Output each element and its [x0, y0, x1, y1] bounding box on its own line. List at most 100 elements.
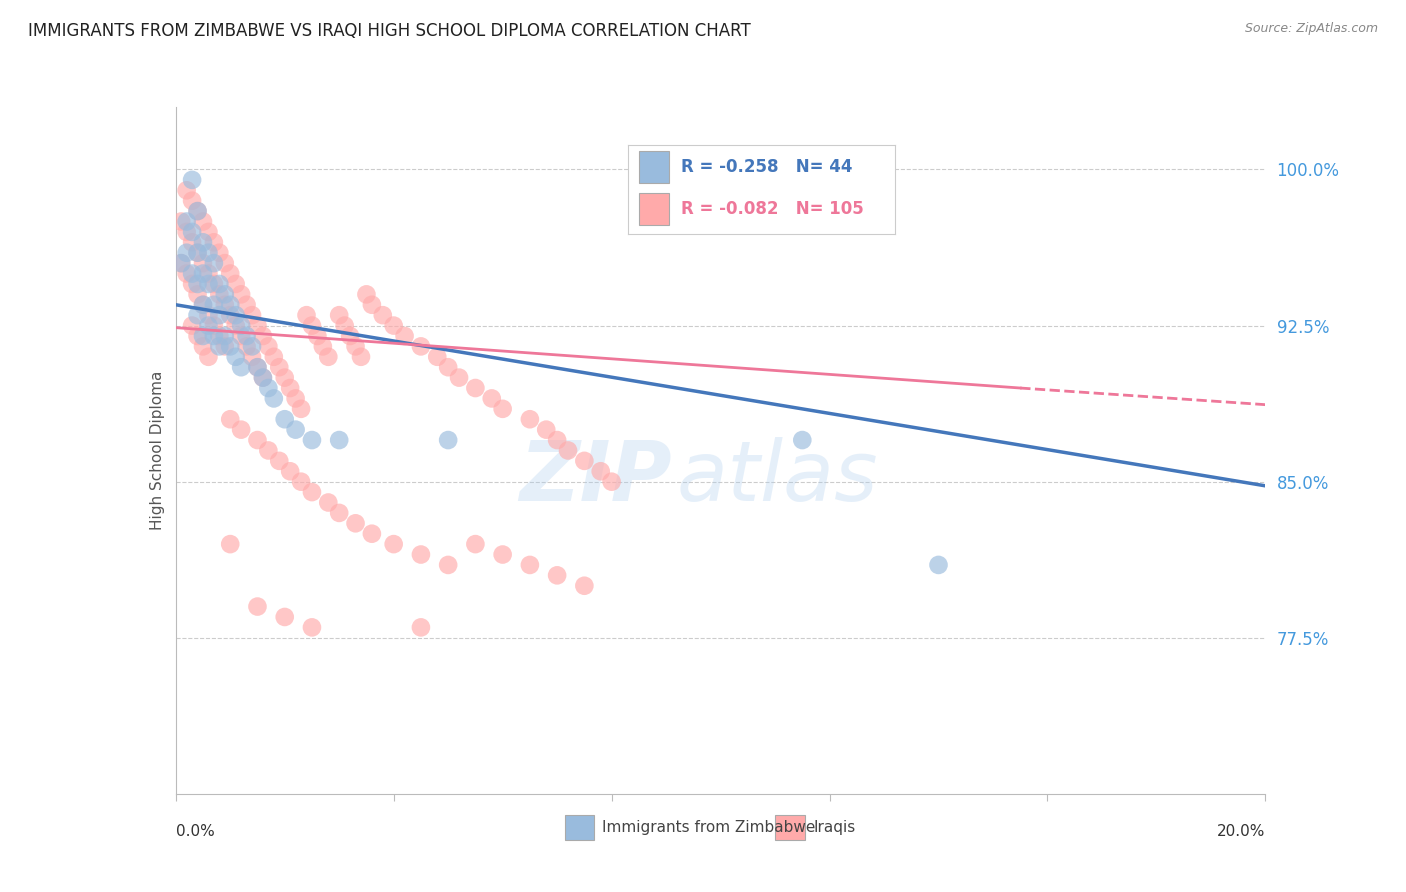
- Text: 20.0%: 20.0%: [1218, 824, 1265, 839]
- Point: [278, 381, 301, 395]
- Point: [208, 308, 231, 322]
- Point: [519, 412, 541, 426]
- Point: [339, 329, 361, 343]
- Point: [492, 548, 515, 562]
- Point: [231, 360, 253, 375]
- Point: [176, 214, 198, 228]
- Point: [202, 318, 225, 333]
- Point: [214, 256, 236, 270]
- Point: [301, 620, 323, 634]
- Point: [181, 267, 204, 281]
- Point: [181, 235, 204, 250]
- Point: [231, 318, 253, 333]
- Point: [464, 381, 486, 395]
- Point: [235, 339, 257, 353]
- Point: [344, 339, 367, 353]
- Point: [191, 298, 214, 312]
- Bar: [638, 151, 669, 183]
- Point: [356, 287, 378, 301]
- Point: [409, 339, 432, 353]
- Point: [409, 548, 432, 562]
- Point: [202, 277, 225, 291]
- Point: [382, 537, 405, 551]
- Point: [202, 329, 225, 343]
- Point: [328, 308, 350, 322]
- Point: [574, 579, 596, 593]
- Point: [437, 433, 460, 447]
- Point: [252, 370, 274, 384]
- Point: [191, 339, 214, 353]
- Point: [246, 433, 269, 447]
- Point: [191, 329, 214, 343]
- Point: [191, 256, 214, 270]
- Point: [557, 443, 579, 458]
- Point: [360, 298, 382, 312]
- Point: [170, 214, 193, 228]
- Point: [214, 339, 236, 353]
- Point: [274, 412, 297, 426]
- Point: [371, 308, 394, 322]
- Point: [307, 329, 329, 343]
- Point: [225, 350, 247, 364]
- Point: [589, 464, 612, 478]
- Point: [191, 235, 214, 250]
- Point: [333, 318, 356, 333]
- Point: [301, 485, 323, 500]
- Point: [208, 329, 231, 343]
- Point: [219, 412, 242, 426]
- Point: [208, 277, 231, 291]
- Point: [181, 318, 204, 333]
- Point: [437, 360, 460, 375]
- Point: [546, 568, 568, 582]
- Text: ZIP: ZIP: [519, 437, 672, 518]
- Point: [252, 370, 274, 384]
- Point: [181, 225, 204, 239]
- Bar: [638, 193, 669, 225]
- Point: [409, 620, 432, 634]
- Point: [197, 277, 219, 291]
- Point: [246, 360, 269, 375]
- Point: [197, 350, 219, 364]
- Point: [197, 318, 219, 333]
- Point: [186, 287, 209, 301]
- Point: [546, 433, 568, 447]
- Point: [197, 308, 219, 322]
- Point: [208, 339, 231, 353]
- Text: IMMIGRANTS FROM ZIMBABWE VS IRAQI HIGH SCHOOL DIPLOMA CORRELATION CHART: IMMIGRANTS FROM ZIMBABWE VS IRAQI HIGH S…: [28, 22, 751, 40]
- Point: [202, 298, 225, 312]
- Point: [447, 370, 470, 384]
- Point: [394, 329, 416, 343]
- Point: [235, 329, 257, 343]
- Point: [191, 298, 214, 312]
- Point: [214, 298, 236, 312]
- Point: [186, 204, 209, 219]
- Point: [231, 287, 253, 301]
- Point: [344, 516, 367, 531]
- Point: [214, 287, 236, 301]
- Point: [170, 256, 193, 270]
- Point: [481, 392, 503, 406]
- Point: [219, 298, 242, 312]
- Point: [202, 235, 225, 250]
- Point: [792, 433, 814, 447]
- Point: [246, 318, 269, 333]
- Point: [301, 433, 323, 447]
- Point: [519, 558, 541, 572]
- Point: [225, 318, 247, 333]
- Y-axis label: High School Diploma: High School Diploma: [149, 371, 165, 530]
- Point: [197, 225, 219, 239]
- Point: [437, 558, 460, 572]
- Point: [246, 360, 269, 375]
- Text: atlas: atlas: [678, 437, 879, 518]
- Point: [600, 475, 623, 489]
- Point: [301, 318, 323, 333]
- Point: [574, 454, 596, 468]
- Point: [278, 464, 301, 478]
- Point: [219, 339, 242, 353]
- Point: [208, 287, 231, 301]
- Point: [219, 308, 242, 322]
- Point: [318, 495, 340, 509]
- Point: [186, 329, 209, 343]
- Point: [231, 329, 253, 343]
- Bar: [564, 815, 593, 840]
